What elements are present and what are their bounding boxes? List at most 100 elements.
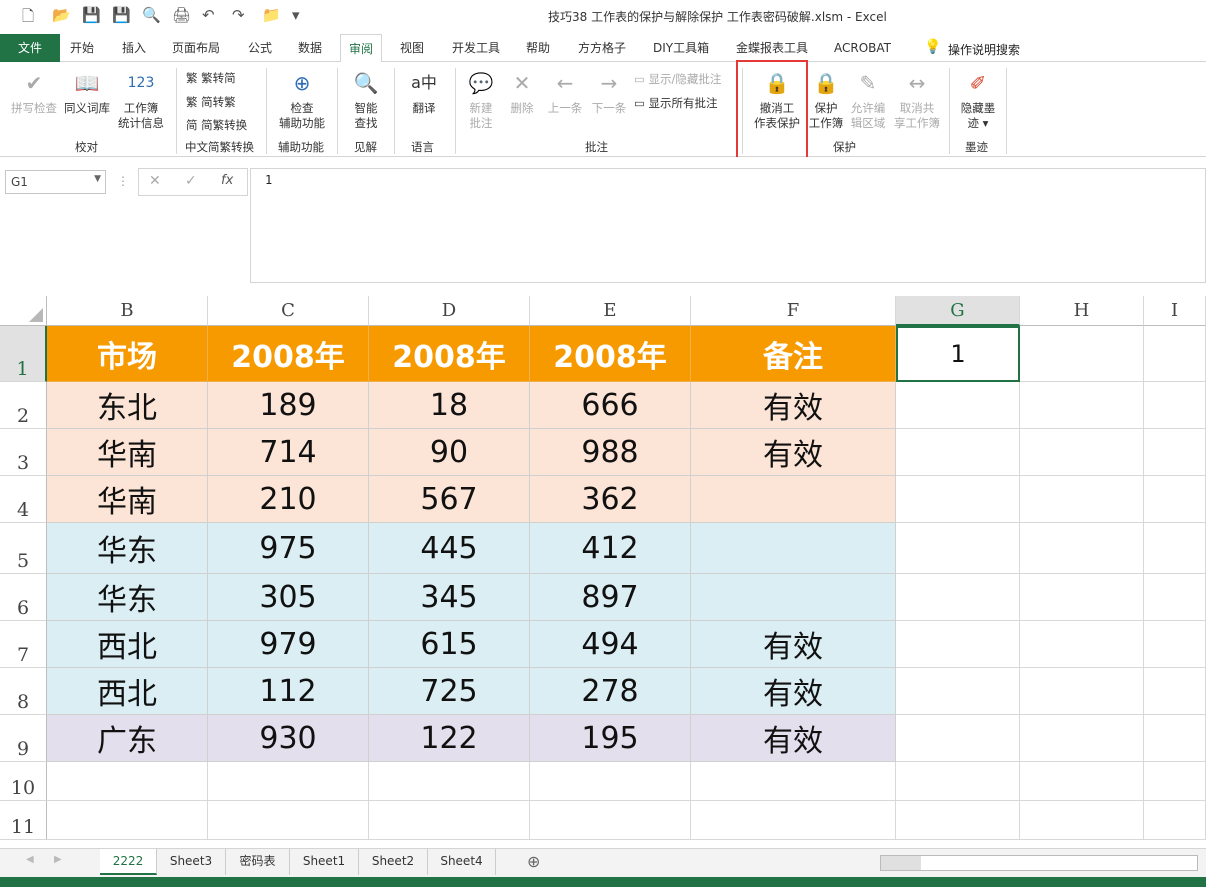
empty-cell[interactable] [1144, 326, 1206, 382]
row-header-8[interactable]: 8 [0, 668, 47, 715]
table-cell[interactable] [691, 762, 896, 801]
active-cell-g1[interactable]: 1 [896, 326, 1020, 382]
open-icon[interactable]: 📂 [52, 6, 71, 24]
unshare-workbook-button[interactable]: ↔ 取消共 享工作簿 [891, 68, 943, 131]
table-cell[interactable]: 210 [208, 476, 369, 523]
row-header-5[interactable]: 5 [0, 523, 47, 574]
row-header-4[interactable]: 4 [0, 476, 47, 523]
table-cell[interactable]: 930 [208, 715, 369, 762]
empty-cell[interactable] [1144, 762, 1206, 801]
empty-cell[interactable] [1020, 574, 1144, 621]
empty-cell[interactable] [896, 429, 1020, 476]
function-icon[interactable]: fx [221, 173, 234, 188]
convert-button[interactable]: 简 简繁转换 [186, 118, 248, 132]
save-icon[interactable]: 💾 [82, 6, 101, 24]
spelling-button[interactable]: ✔ 拼写检查 [8, 68, 60, 116]
table-cell[interactable]: 有效 [691, 715, 896, 762]
empty-cell[interactable] [896, 476, 1020, 523]
table-header-cell[interactable]: 市场 [47, 326, 208, 382]
show-hide-comment-button[interactable]: ▭ 显示/隐藏批注 [634, 72, 722, 86]
table-cell[interactable]: 988 [530, 429, 691, 476]
column-header-C[interactable]: C [208, 296, 369, 326]
sheet-tab-5[interactable]: Sheet4 [428, 849, 496, 875]
table-cell[interactable] [691, 476, 896, 523]
column-header-D[interactable]: D [369, 296, 530, 326]
translate-button[interactable]: a中 翻译 [402, 68, 446, 116]
table-cell[interactable] [47, 801, 208, 840]
empty-cell[interactable] [1020, 326, 1144, 382]
tab-9[interactable]: 帮助 [526, 41, 551, 55]
table-cell[interactable]: 18 [369, 382, 530, 429]
table-cell[interactable]: 122 [369, 715, 530, 762]
table-header-cell[interactable]: 备注 [691, 326, 896, 382]
folder-icon[interactable]: 📁 [262, 6, 281, 24]
column-header-B[interactable]: B [47, 296, 208, 326]
tab-8[interactable]: 开发工具 [452, 41, 501, 55]
empty-cell[interactable] [1020, 476, 1144, 523]
previous-comment-button[interactable]: ← 上一条 [544, 68, 586, 116]
horizontal-scrollbar[interactable] [880, 855, 1198, 871]
delete-comment-button[interactable]: ✕ 删除 [503, 68, 541, 116]
table-cell[interactable]: 华南 [47, 476, 208, 523]
empty-cell[interactable] [1144, 715, 1206, 762]
table-cell[interactable]: 362 [530, 476, 691, 523]
empty-cell[interactable] [896, 762, 1020, 801]
empty-cell[interactable] [1020, 762, 1144, 801]
table-cell[interactable]: 615 [369, 621, 530, 668]
empty-cell[interactable] [1020, 668, 1144, 715]
table-cell[interactable]: 112 [208, 668, 369, 715]
table-cell[interactable] [530, 801, 691, 840]
row-header-10[interactable]: 10 [0, 762, 47, 801]
table-cell[interactable]: 广东 [47, 715, 208, 762]
row-header-9[interactable]: 9 [0, 715, 47, 762]
empty-cell[interactable] [896, 668, 1020, 715]
tab-0[interactable]: 文件 [0, 34, 60, 62]
table-cell[interactable]: 278 [530, 668, 691, 715]
empty-cell[interactable] [1020, 621, 1144, 668]
new-comment-button[interactable]: 💬 新建 批注 [462, 68, 500, 131]
table-cell[interactable]: 979 [208, 621, 369, 668]
column-header-G[interactable]: G [896, 296, 1020, 326]
tab-11[interactable]: DIY工具箱 [653, 41, 710, 55]
name-box[interactable]: G1 ▼ [5, 170, 106, 194]
table-cell[interactable]: 东北 [47, 382, 208, 429]
table-cell[interactable]: 90 [369, 429, 530, 476]
table-cell[interactable]: 195 [530, 715, 691, 762]
table-cell[interactable]: 华东 [47, 574, 208, 621]
cancel-icon[interactable]: ✕ [149, 173, 161, 189]
table-cell[interactable]: 有效 [691, 382, 896, 429]
empty-cell[interactable] [1144, 523, 1206, 574]
next-comment-button[interactable]: → 下一条 [588, 68, 630, 116]
table-cell[interactable]: 975 [208, 523, 369, 574]
table-cell[interactable]: 有效 [691, 621, 896, 668]
table-cell[interactable] [208, 801, 369, 840]
customize-icon[interactable]: ▾ [292, 6, 300, 24]
empty-cell[interactable] [1144, 382, 1206, 429]
redo-icon[interactable]: ↷ [232, 6, 245, 24]
allow-edit-ranges-button[interactable]: ✎ 允许编 辑区域 [848, 68, 888, 131]
tell-me-search[interactable]: 操作说明搜索 [948, 43, 1021, 57]
table-cell[interactable]: 345 [369, 574, 530, 621]
chevron-down-icon[interactable]: ▼ [94, 174, 101, 184]
table-cell[interactable]: 189 [208, 382, 369, 429]
hide-ink-button[interactable]: ✐ 隐藏墨迹 ▾ [955, 68, 1001, 131]
row-header-7[interactable]: 7 [0, 621, 47, 668]
workbook-stats-button[interactable]: 123 工作簿 统计信息 [114, 68, 168, 131]
sheet-tab-4[interactable]: Sheet2 [359, 849, 428, 875]
tab-3[interactable]: 页面布局 [172, 41, 221, 55]
save-as-icon[interactable]: 💾 [112, 6, 131, 24]
protect-workbook-button[interactable]: 🔒 保护 工作簿 [806, 68, 846, 131]
tab-12[interactable]: 金蝶报表工具 [736, 41, 809, 55]
tab-2[interactable]: 插入 [122, 41, 147, 55]
table-cell[interactable]: 西北 [47, 621, 208, 668]
empty-cell[interactable] [1020, 429, 1144, 476]
sheet-tab-2[interactable]: 密码表 [226, 849, 290, 875]
column-header-H[interactable]: H [1020, 296, 1144, 326]
table-cell[interactable]: 725 [369, 668, 530, 715]
table-cell[interactable]: 华东 [47, 523, 208, 574]
empty-cell[interactable] [1020, 523, 1144, 574]
table-cell[interactable]: 有效 [691, 429, 896, 476]
table-cell[interactable] [691, 523, 896, 574]
row-header-2[interactable]: 2 [0, 382, 47, 429]
check-accessibility-button[interactable]: ⊕ 检查 辅助功能 [274, 68, 330, 131]
